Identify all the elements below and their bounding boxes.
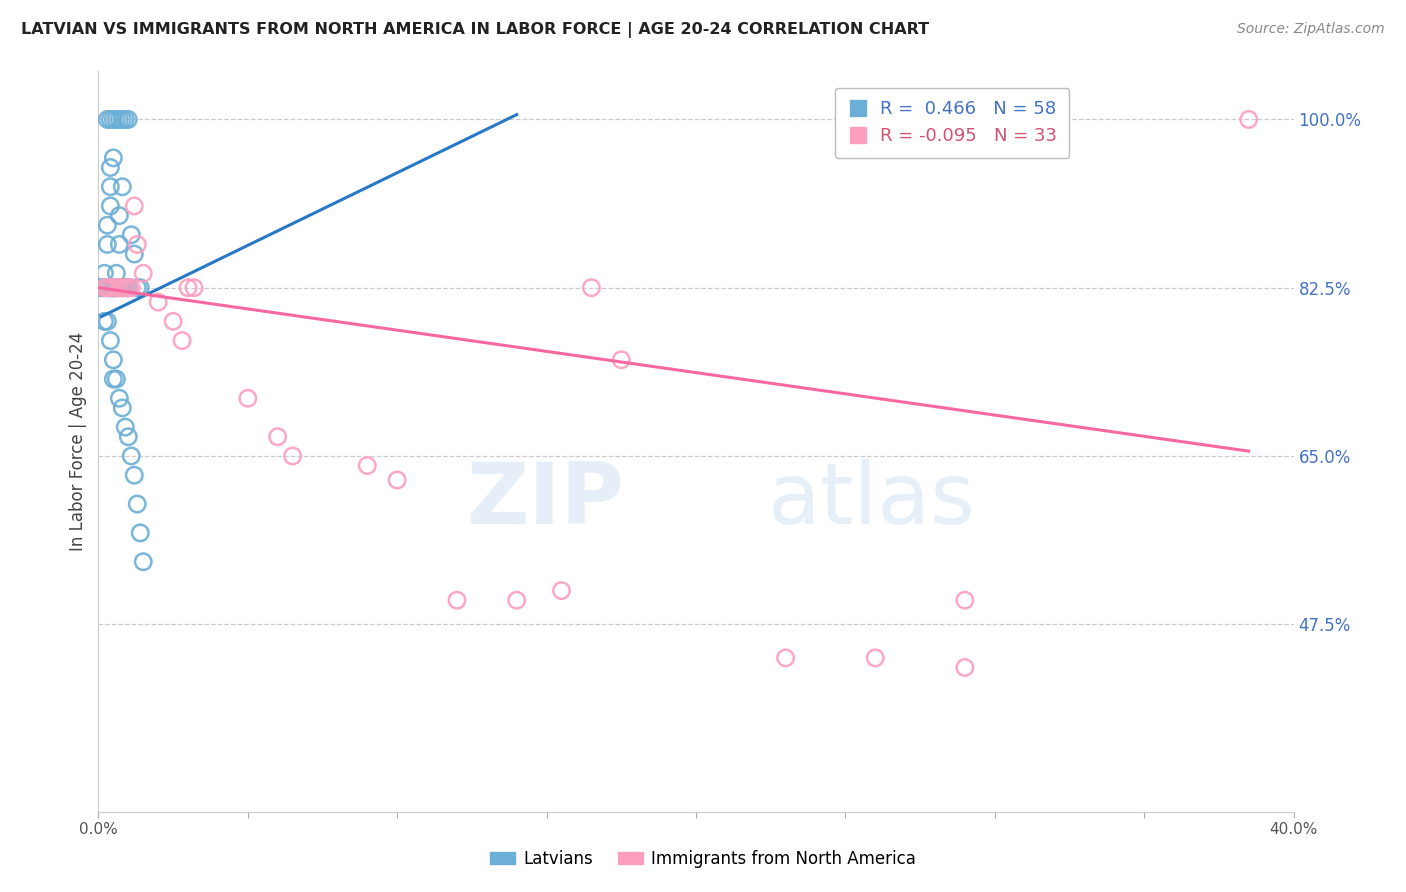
Point <box>236 391 259 405</box>
Point <box>356 458 378 473</box>
Point <box>103 281 125 295</box>
Point <box>93 281 115 295</box>
Point <box>127 497 149 511</box>
Point <box>550 583 572 598</box>
Point <box>105 281 128 295</box>
Point <box>103 281 125 295</box>
Point <box>108 391 131 405</box>
Point <box>90 281 112 295</box>
Point <box>96 112 118 127</box>
Point <box>124 468 146 483</box>
Point <box>117 430 139 444</box>
Text: atlas: atlas <box>768 459 976 542</box>
Point <box>177 281 200 295</box>
Point <box>103 281 125 295</box>
Point <box>117 281 139 295</box>
Point <box>267 430 290 444</box>
Point <box>93 314 115 328</box>
Point <box>96 237 118 252</box>
Point <box>98 281 122 295</box>
Point <box>98 112 122 127</box>
Point <box>148 295 170 310</box>
Point <box>117 112 139 127</box>
Point <box>105 112 128 127</box>
Point <box>172 334 194 348</box>
Point <box>114 112 136 127</box>
Point <box>103 352 125 367</box>
Point <box>117 281 139 295</box>
Point <box>96 218 118 232</box>
Point <box>93 266 115 280</box>
Point <box>98 199 122 213</box>
Point <box>775 651 797 665</box>
Point <box>105 281 128 295</box>
Point <box>183 281 205 295</box>
Point <box>581 281 603 295</box>
Point <box>506 593 529 607</box>
Point <box>98 281 122 295</box>
Point <box>117 281 139 295</box>
Point <box>105 372 128 386</box>
Text: LATVIAN VS IMMIGRANTS FROM NORTH AMERICA IN LABOR FORCE | AGE 20-24 CORRELATION : LATVIAN VS IMMIGRANTS FROM NORTH AMERICA… <box>21 22 929 38</box>
Point <box>129 281 152 295</box>
Point <box>127 281 149 295</box>
Point <box>114 420 136 434</box>
Point <box>103 281 125 295</box>
Point <box>103 372 125 386</box>
Point <box>108 112 131 127</box>
Point <box>120 227 142 242</box>
Legend: Latvians, Immigrants from North America: Latvians, Immigrants from North America <box>484 844 922 875</box>
Point <box>98 281 122 295</box>
Point <box>120 281 142 295</box>
Point <box>114 281 136 295</box>
Point <box>96 281 118 295</box>
Point <box>129 525 152 540</box>
Point <box>98 161 122 175</box>
Point <box>117 281 139 295</box>
Point <box>98 334 122 348</box>
Legend: R =  0.466   N = 58, R = -0.095   N = 33: R = 0.466 N = 58, R = -0.095 N = 33 <box>835 87 1070 158</box>
Text: ZIP: ZIP <box>467 459 624 542</box>
Point <box>105 281 128 295</box>
Point <box>111 281 134 295</box>
Point <box>385 473 409 487</box>
Point <box>446 593 468 607</box>
Point <box>120 449 142 463</box>
Point <box>111 281 134 295</box>
Point <box>111 112 134 127</box>
Point <box>105 266 128 280</box>
Point <box>105 281 128 295</box>
Point <box>953 593 976 607</box>
Point <box>96 314 118 328</box>
Point <box>610 352 633 367</box>
Point <box>103 112 125 127</box>
Point <box>108 209 131 223</box>
Point <box>953 660 976 674</box>
Y-axis label: In Labor Force | Age 20-24: In Labor Force | Age 20-24 <box>69 332 87 551</box>
Point <box>111 401 134 415</box>
Point <box>103 151 125 165</box>
Point <box>114 281 136 295</box>
Point <box>1237 112 1260 127</box>
Point <box>93 281 115 295</box>
Point <box>108 281 131 295</box>
Point <box>98 179 122 194</box>
Point <box>103 281 125 295</box>
Point <box>281 449 304 463</box>
Point <box>111 281 134 295</box>
Point <box>124 247 146 261</box>
Point <box>127 237 149 252</box>
Point <box>124 199 146 213</box>
Point <box>108 281 131 295</box>
Point <box>103 281 125 295</box>
Point <box>865 651 887 665</box>
Point <box>132 266 155 280</box>
Point <box>132 555 155 569</box>
Text: Source: ZipAtlas.com: Source: ZipAtlas.com <box>1237 22 1385 37</box>
Point <box>108 237 131 252</box>
Point <box>111 179 134 194</box>
Point <box>96 281 118 295</box>
Point <box>162 314 184 328</box>
